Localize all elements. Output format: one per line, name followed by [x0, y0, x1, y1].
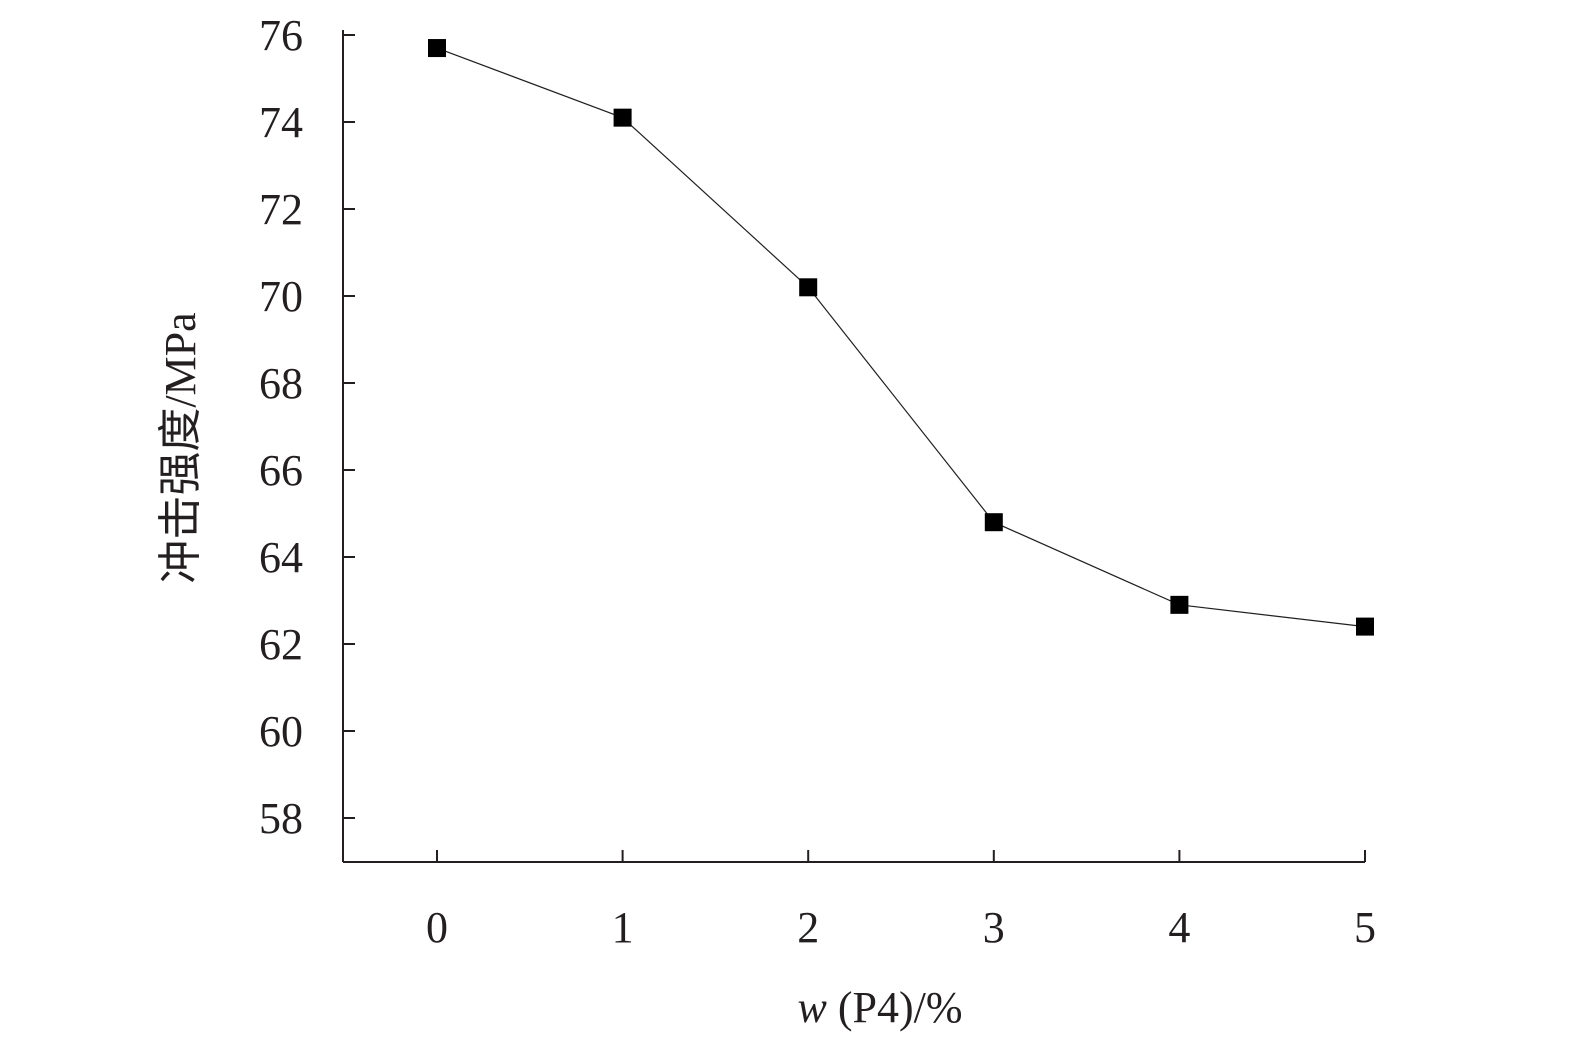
x-tick-label: 5: [1354, 903, 1376, 952]
data-point-marker: [799, 278, 818, 297]
data-point-marker: [1170, 595, 1189, 614]
y-axis-title: 冲击强度/MPa: [156, 312, 205, 583]
y-axis-ticks: 58 60 62 64 66 68 70 72 74 76: [259, 11, 355, 843]
y-tick-label: 64: [259, 533, 303, 582]
axes: [342, 30, 1365, 863]
x-tick-label: 4: [1168, 903, 1190, 952]
x-axis-title: w (P4)/%: [797, 983, 962, 1032]
x-tick-label: 0: [426, 903, 448, 952]
data-point-marker: [1356, 617, 1374, 636]
x-axis-title-unit: (P4)/%: [827, 983, 963, 1032]
series-line: [436, 47, 1366, 628]
y-tick-label: 62: [259, 620, 303, 669]
y-tick-label: 74: [259, 98, 303, 147]
data-point-marker: [613, 108, 632, 127]
x-axis-title-variable: w: [797, 983, 827, 1032]
y-tick-label: 72: [259, 185, 303, 234]
y-tick-label: 58: [259, 794, 303, 843]
y-tick-label: 76: [259, 11, 303, 60]
x-axis-ticks: 0 1 2 3 4 5: [426, 850, 1376, 952]
y-tick-label: 60: [259, 707, 303, 756]
data-point-marker: [428, 39, 446, 58]
x-tick-label: 2: [797, 903, 819, 952]
x-tick-label: 3: [983, 903, 1005, 952]
data-point-marker: [984, 513, 1003, 532]
x-tick-label: 1: [612, 903, 634, 952]
series-group: [428, 39, 1374, 636]
y-tick-label: 68: [259, 359, 303, 408]
y-tick-label: 66: [259, 446, 303, 495]
y-tick-label: 70: [259, 272, 303, 321]
